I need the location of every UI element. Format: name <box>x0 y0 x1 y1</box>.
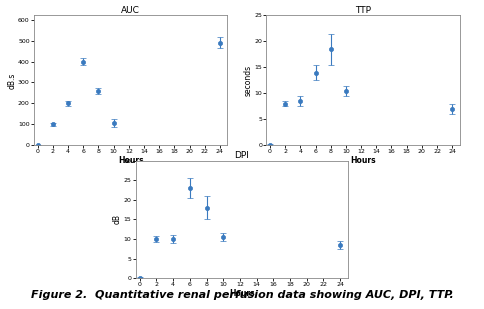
Title: TTP: TTP <box>355 6 371 15</box>
Title: DPI: DPI <box>235 151 249 160</box>
Title: AUC: AUC <box>121 6 140 15</box>
Y-axis label: dB: dB <box>113 214 122 224</box>
Text: Figure 2.  Quantitative renal perfusion data showing AUC, DPI, TTP.: Figure 2. Quantitative renal perfusion d… <box>30 290 454 300</box>
X-axis label: Hours: Hours <box>350 156 376 165</box>
X-axis label: Hours: Hours <box>118 156 143 165</box>
X-axis label: Hours: Hours <box>229 289 255 298</box>
Y-axis label: dB.s: dB.s <box>8 72 16 88</box>
Y-axis label: seconds: seconds <box>244 65 253 96</box>
